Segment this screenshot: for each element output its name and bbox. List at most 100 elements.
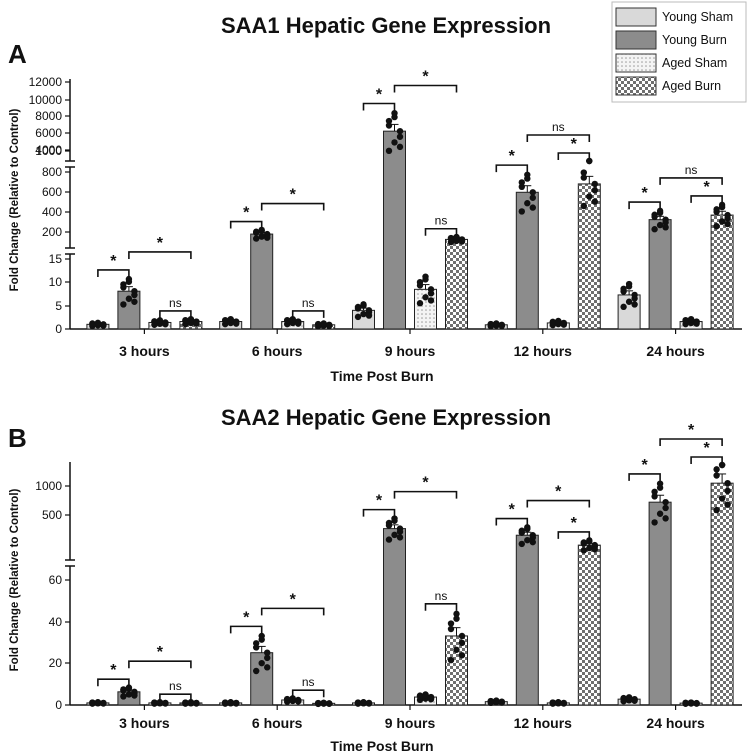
panel-b-data-point	[315, 699, 322, 707]
panel-a-data-point	[656, 209, 664, 216]
panel-a-data-point	[416, 282, 424, 289]
panel-b-data-point	[586, 538, 593, 545]
panel-b-data-point	[385, 522, 393, 529]
panel-b-category-label: 12 hours	[514, 715, 573, 731]
panel-b-data-point	[193, 700, 200, 707]
panel-b-data-point	[687, 699, 695, 706]
panel-b-y-tick-label: 40	[49, 615, 63, 629]
panel-a-y-tick-label: 400	[42, 205, 62, 219]
panel-a-data-point	[724, 215, 731, 222]
panel-b-data-point	[125, 685, 133, 692]
panel-b-significance-bracket	[526, 499, 591, 508]
panel-b-significance-bracket	[495, 517, 529, 526]
panel-b-data-point	[365, 700, 373, 707]
panel-b-data-point	[651, 519, 658, 526]
panel-a-data-point	[529, 204, 536, 211]
panel-a-y-tick-label: 200	[42, 225, 62, 239]
panel-a-data-point	[713, 208, 720, 216]
panel-a-category-label: 6 hours	[252, 343, 303, 359]
panel-b-data-point	[89, 699, 96, 706]
panel-b-significance-bracket	[291, 689, 325, 698]
panel-b-data-point	[518, 540, 525, 548]
panel-b-category-label: 24 hours	[646, 715, 705, 731]
panel-a-data-point	[365, 312, 373, 319]
panel-b-significance-bracket	[159, 693, 192, 702]
panel-a-significance-bracket	[229, 220, 263, 229]
panel-a-data-point	[651, 213, 658, 221]
panel-b-data-point	[264, 649, 271, 656]
panel-a-data-point	[458, 238, 466, 245]
panel-a-data-point	[89, 320, 96, 328]
panel-a-data-point	[360, 302, 367, 309]
panel-b-data-point	[422, 691, 429, 699]
panel-b-data-point	[427, 696, 435, 703]
panel-a-y-tick-label: 1000	[35, 144, 62, 158]
panel-a-data-point	[524, 200, 531, 207]
panel-a-data-point	[625, 283, 633, 290]
panel-a-data-point	[125, 278, 133, 285]
panel-a-bar	[710, 214, 734, 330]
panel-a-data-point	[555, 318, 562, 325]
panel-a-significance-bracket	[659, 177, 723, 185]
panel-b-data-point	[182, 699, 189, 706]
panel-a-data-point	[233, 320, 240, 327]
panel-a-data-point	[100, 322, 107, 329]
panel-b-data-point	[253, 667, 260, 675]
legend-swatch	[615, 76, 657, 96]
panel-b-significance-label: *	[157, 644, 164, 661]
panel-b-significance-bracket	[659, 438, 723, 446]
panel-b-significance-bracket	[557, 531, 591, 539]
panel-b-data-point	[493, 697, 500, 705]
panel-a-data-point	[560, 321, 567, 328]
panel-a-data-point	[295, 320, 302, 327]
legend-swatch	[615, 53, 657, 73]
legend-swatch	[615, 30, 657, 50]
panel-a-significance-bracket	[128, 251, 192, 259]
panel-b-data-point	[151, 699, 158, 706]
panel-a-category-label: 12 hours	[514, 343, 573, 359]
panel-a-data-point	[447, 235, 455, 242]
panel-b-data-point	[662, 504, 669, 512]
panel-b-data-point	[453, 615, 460, 622]
panel-b-significance-bracket	[128, 660, 192, 669]
panel-b-data-point	[682, 699, 689, 707]
panel-b-data-point	[713, 506, 720, 514]
panel-b-data-point	[222, 699, 229, 706]
panel-b-significance-label: *	[555, 484, 562, 501]
panel-a-data-point	[416, 300, 424, 307]
panel-a-data-point	[524, 175, 531, 182]
panel-b-data-point	[651, 488, 658, 495]
panel-b-significance-label: *	[243, 609, 250, 626]
panel-b-category-label: 3 hours	[119, 715, 170, 731]
panel-a-data-point	[591, 187, 598, 194]
panel-a-data-point	[687, 316, 695, 323]
panel-b-data-point	[447, 620, 455, 627]
panel-b-data-point	[120, 687, 127, 694]
panel-b-data-point	[320, 699, 327, 707]
panel-a-data-point	[631, 301, 638, 308]
panel-b-significance-bracket	[393, 490, 458, 499]
panel-b-data-point	[453, 610, 460, 618]
panel-b-data-point	[258, 659, 265, 667]
panel-a-significance-label: *	[376, 86, 383, 103]
panel-b-data-point	[662, 515, 669, 522]
panel-a-data-point	[682, 317, 689, 324]
panel-a-data-point	[487, 321, 494, 328]
panel-a-data-point	[651, 226, 658, 233]
panel-a-significance-label: *	[641, 185, 648, 202]
panel-a-significance-label: ns	[435, 214, 448, 228]
panel-b-axis-break	[66, 560, 74, 566]
panel-b-y-label: Fold Change (Relative to Control)	[9, 488, 21, 671]
panel-a-significance-label: *	[509, 148, 516, 165]
legend-swatch	[615, 7, 657, 27]
panel-a-significance-label: *	[157, 235, 164, 252]
panel-b-data-point	[100, 700, 107, 707]
panel-b-bar	[648, 501, 672, 706]
panel-a-data-point	[396, 143, 404, 151]
panel-a-data-point	[493, 320, 500, 327]
panel-a-data-point	[360, 310, 367, 318]
panel-a-significance-bracket	[97, 269, 130, 277]
panel-a-data-point	[529, 189, 536, 196]
panel-b-data-point	[253, 644, 260, 651]
